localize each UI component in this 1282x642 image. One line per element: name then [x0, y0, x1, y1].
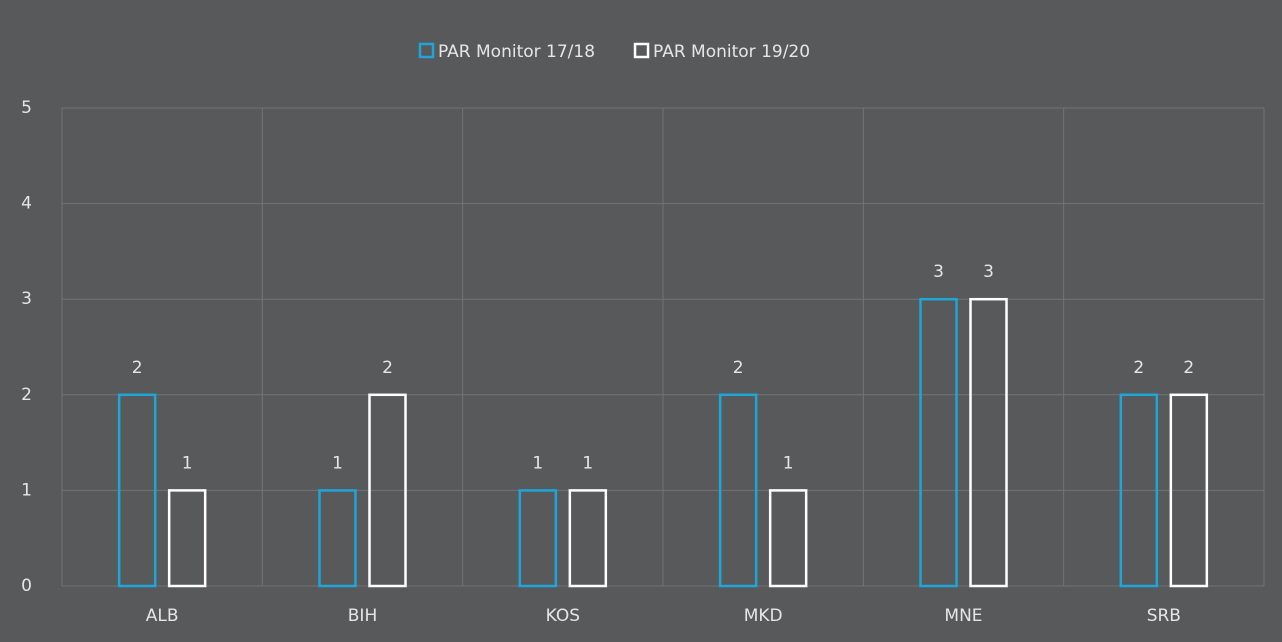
data-label: 1 — [783, 453, 794, 473]
x-tick-label: SRB — [1147, 606, 1181, 626]
y-tick-label: 1 — [21, 480, 32, 500]
y-tick-label: 3 — [21, 289, 32, 309]
data-label: 3 — [983, 262, 994, 282]
x-tick-label: BIH — [348, 606, 377, 626]
legend-label: PAR Monitor 17/18 — [438, 42, 595, 62]
data-label: 1 — [532, 453, 543, 473]
bar — [568, 489, 608, 588]
y-tick-label: 4 — [21, 194, 32, 214]
bar — [518, 489, 558, 588]
bar — [1169, 393, 1209, 588]
y-tick-label: 2 — [21, 385, 32, 405]
y-tick-label: 0 — [21, 576, 32, 596]
data-label: 1 — [332, 453, 343, 473]
bar — [768, 489, 808, 588]
x-tick-label: MNE — [944, 606, 982, 626]
legend-label: PAR Monitor 19/20 — [653, 42, 810, 62]
data-label: 2 — [1183, 358, 1194, 378]
legend-swatch — [418, 42, 435, 59]
data-label: 2 — [733, 358, 744, 378]
bar — [1119, 393, 1159, 588]
data-label: 1 — [182, 453, 193, 473]
x-tick-label: KOS — [546, 606, 580, 626]
y-tick-label: 5 — [21, 98, 32, 118]
bar — [919, 297, 958, 588]
bar — [167, 489, 207, 588]
bar — [318, 489, 357, 588]
bar — [368, 393, 407, 588]
bar — [718, 393, 758, 588]
bar — [969, 297, 1008, 588]
x-tick-label: ALB — [146, 606, 179, 626]
data-label: 2 — [1133, 358, 1144, 378]
data-label: 1 — [582, 453, 593, 473]
x-tick-label: MKD — [744, 606, 783, 626]
data-label: 2 — [132, 358, 143, 378]
bar — [117, 393, 157, 588]
legend-swatch — [633, 42, 650, 59]
data-label: 2 — [382, 358, 393, 378]
data-label: 3 — [933, 262, 944, 282]
